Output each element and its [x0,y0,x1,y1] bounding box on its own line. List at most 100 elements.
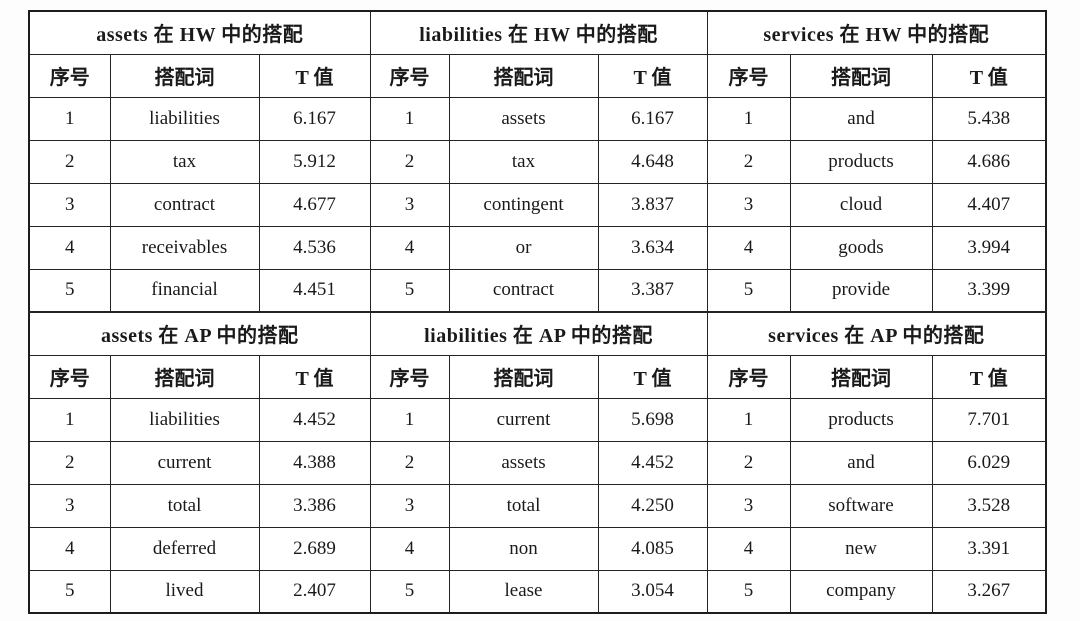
cell-word: liabilities [109,96,260,141]
cell-word: lease [448,569,599,614]
col-header-word: 搭配词 [109,354,260,399]
cell-rank: 1 [706,397,791,442]
cell-rank: 4 [28,225,111,270]
cell-rank: 4 [706,526,791,571]
data-row: 2 current 4.388 2 assets 4.452 2 and 6.0… [28,440,1047,485]
cell-tvalue: 3.054 [597,569,708,614]
cell-word: current [448,397,599,442]
cell-word: contract [109,182,260,227]
cell-word: contingent [448,182,599,227]
cell-word: products [789,139,933,184]
col-header-rank: 序号 [706,354,791,399]
cell-tvalue: 3.387 [597,268,708,313]
cell-rank: 4 [369,225,450,270]
cell-rank: 1 [28,397,111,442]
cell-rank: 3 [706,182,791,227]
cell-tvalue: 4.451 [258,268,371,313]
data-row: 1 liabilities 6.167 1 assets 6.167 1 and… [28,96,1047,141]
cell-tvalue: 3.994 [931,225,1047,270]
col-header-rank: 序号 [369,354,450,399]
cell-rank: 5 [28,569,111,614]
data-row: 4 deferred 2.689 4 non 4.085 4 new 3.391 [28,526,1047,571]
cell-rank: 4 [28,526,111,571]
cell-word: assets [448,440,599,485]
cell-tvalue: 4.677 [258,182,371,227]
cell-tvalue: 3.634 [597,225,708,270]
cell-rank: 3 [369,182,450,227]
col-header-rank: 序号 [369,53,450,98]
cell-word: or [448,225,599,270]
cell-tvalue: 4.452 [597,440,708,485]
col-header-tvalue: T 值 [597,354,708,399]
col-header-word: 搭配词 [789,53,933,98]
data-row: 5 lived 2.407 5 lease 3.054 5 company 3.… [28,569,1047,614]
cell-rank: 5 [706,569,791,614]
cell-word: liabilities [109,397,260,442]
cell-word: products [789,397,933,442]
cell-rank: 5 [369,268,450,313]
cell-rank: 3 [706,483,791,528]
title-row-hw: assets 在 HW 中的搭配 liabilities 在 HW 中的搭配 s… [28,10,1047,55]
title-row-ap: assets 在 AP 中的搭配 liabilities 在 AP 中的搭配 s… [28,311,1047,356]
section-title-services-hw: services 在 HW 中的搭配 [706,10,1047,55]
data-row: 4 receivables 4.536 4 or 3.634 4 goods 3… [28,225,1047,270]
cell-word: and [789,440,933,485]
cell-rank: 2 [706,440,791,485]
cell-rank: 2 [706,139,791,184]
col-header-tvalue: T 值 [258,53,371,98]
header-row-ap: 序号 搭配词 T 值 序号 搭配词 T 值 序号 搭配词 T 值 [28,354,1047,399]
cell-word: financial [109,268,260,313]
cell-tvalue: 3.399 [931,268,1047,313]
cell-word: total [109,483,260,528]
cell-tvalue: 4.452 [258,397,371,442]
cell-word: assets [448,96,599,141]
cell-word: lived [109,569,260,614]
cell-tvalue: 4.648 [597,139,708,184]
section-title-liabilities-ap: liabilities 在 AP 中的搭配 [369,311,708,356]
cell-word: software [789,483,933,528]
cell-rank: 1 [369,397,450,442]
cell-tvalue: 5.438 [931,96,1047,141]
cell-rank: 2 [28,440,111,485]
cell-tvalue: 4.686 [931,139,1047,184]
cell-word: deferred [109,526,260,571]
cell-tvalue: 3.386 [258,483,371,528]
cell-rank: 4 [369,526,450,571]
cell-tvalue: 3.267 [931,569,1047,614]
header-row-hw: 序号 搭配词 T 值 序号 搭配词 T 值 序号 搭配词 T 值 [28,53,1047,98]
col-header-rank: 序号 [28,354,111,399]
cell-word: and [789,96,933,141]
data-row: 2 tax 5.912 2 tax 4.648 2 products 4.686 [28,139,1047,184]
cell-word: provide [789,268,933,313]
cell-word: contract [448,268,599,313]
cell-word: goods [789,225,933,270]
cell-rank: 4 [706,225,791,270]
cell-word: new [789,526,933,571]
cell-word: tax [448,139,599,184]
collocation-table: assets 在 HW 中的搭配 liabilities 在 HW 中的搭配 s… [28,10,1048,614]
cell-rank: 3 [28,483,111,528]
cell-tvalue: 4.250 [597,483,708,528]
cell-tvalue: 6.029 [931,440,1047,485]
cell-word: cloud [789,182,933,227]
cell-tvalue: 3.837 [597,182,708,227]
cell-tvalue: 2.689 [258,526,371,571]
cell-rank: 3 [369,483,450,528]
cell-rank: 2 [369,139,450,184]
col-header-rank: 序号 [706,53,791,98]
cell-tvalue: 4.536 [258,225,371,270]
cell-rank: 1 [706,96,791,141]
data-row: 3 total 3.386 3 total 4.250 3 software 3… [28,483,1047,528]
cell-tvalue: 2.407 [258,569,371,614]
data-row: 3 contract 4.677 3 contingent 3.837 3 cl… [28,182,1047,227]
cell-rank: 1 [369,96,450,141]
cell-rank: 5 [28,268,111,313]
cell-tvalue: 4.085 [597,526,708,571]
section-title-liabilities-hw: liabilities 在 HW 中的搭配 [369,10,708,55]
cell-tvalue: 6.167 [597,96,708,141]
cell-tvalue: 7.701 [931,397,1047,442]
cell-rank: 2 [369,440,450,485]
col-header-rank: 序号 [28,53,111,98]
cell-rank: 1 [28,96,111,141]
